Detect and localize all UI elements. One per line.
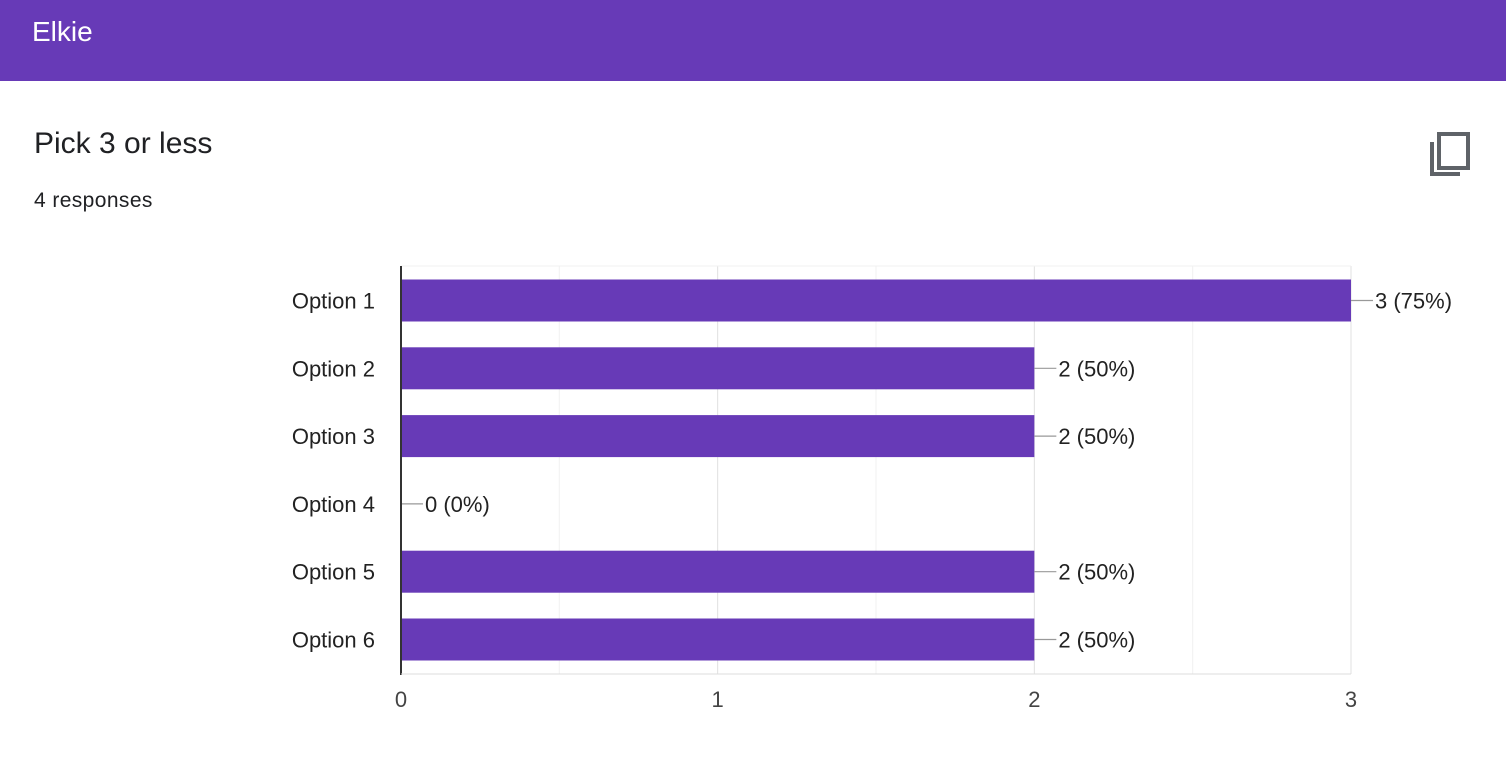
x-tick-label: 0 — [395, 687, 407, 712]
category-label: Option 1 — [292, 289, 375, 314]
x-tick-label: 2 — [1028, 687, 1040, 712]
data-label: 2 (50%) — [1058, 560, 1135, 585]
copy-icon[interactable] — [1426, 130, 1472, 178]
bar — [401, 347, 1035, 390]
category-label: Option 5 — [292, 560, 375, 585]
data-label: 3 (75%) — [1375, 289, 1452, 314]
top-bar: Elkie — [0, 0, 1506, 81]
category-label: Option 3 — [292, 424, 375, 449]
bar — [401, 279, 1351, 322]
bar — [401, 415, 1035, 458]
category-label: Option 4 — [292, 492, 375, 517]
bar — [401, 550, 1035, 593]
data-label: 2 (50%) — [1058, 356, 1135, 381]
data-label: 2 (50%) — [1058, 628, 1135, 653]
app-title: Elkie — [32, 16, 93, 47]
x-tick-label: 1 — [712, 687, 724, 712]
category-label: Option 6 — [292, 628, 375, 653]
x-tick-label: 3 — [1345, 687, 1357, 712]
bar — [401, 618, 1035, 661]
response-count: 4 responses — [34, 189, 153, 212]
category-label: Option 2 — [292, 356, 375, 381]
question-title: Pick 3 or less — [34, 127, 213, 160]
data-label: 0 (0%) — [425, 492, 490, 517]
data-label: 2 (50%) — [1058, 424, 1135, 449]
